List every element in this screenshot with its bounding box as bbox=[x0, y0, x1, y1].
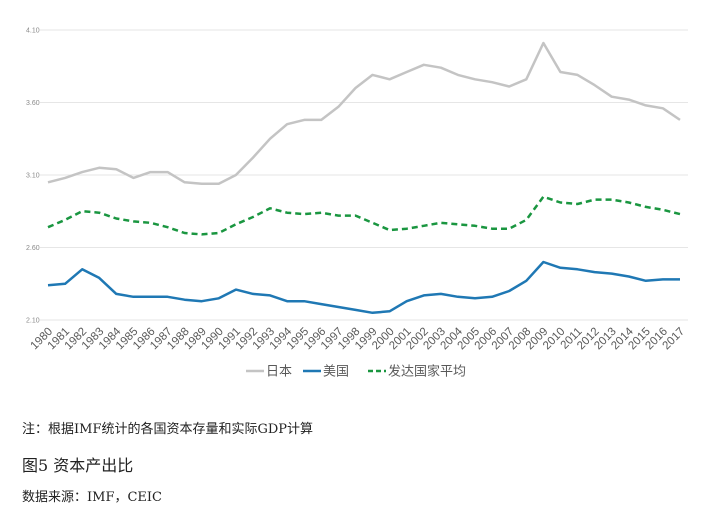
y-tick-label: 2.60 bbox=[26, 245, 40, 252]
gridlines bbox=[40, 29, 688, 321]
y-tick-label: 4.10 bbox=[26, 28, 40, 35]
figure-title: 图5 资本产出比 bbox=[22, 456, 134, 475]
y-axis-ticks: 2.10 2.60 3.10 3.60 4.10 bbox=[26, 28, 40, 325]
x-axis-ticks: 1980198119821983198419851986198719881989… bbox=[29, 325, 688, 352]
data-source: 数据来源：IMF，CEIC bbox=[22, 490, 162, 505]
series-line-1 bbox=[47, 260, 680, 315]
y-tick-label: 3.60 bbox=[26, 100, 40, 107]
series-line-0 bbox=[47, 41, 681, 185]
legend: 日本 美国 发达国家平均 bbox=[246, 364, 466, 380]
series-line-2 bbox=[47, 195, 681, 236]
y-tick-label: 3.10 bbox=[26, 173, 40, 180]
legend-label-2: 发达国家平均 bbox=[388, 364, 466, 380]
source-note: 注：根据IMF统计的各国资本存量和实际GDP计算 bbox=[22, 422, 314, 437]
legend-label-1: 美国 bbox=[323, 365, 349, 380]
series-lines bbox=[47, 41, 681, 315]
legend-label-0: 日本 bbox=[266, 365, 292, 380]
capital-output-ratio-chart: 2.10 2.60 3.10 3.60 4.10 1980198119821983198… bbox=[26, 28, 688, 380]
y-tick-label: 2.10 bbox=[26, 318, 40, 325]
